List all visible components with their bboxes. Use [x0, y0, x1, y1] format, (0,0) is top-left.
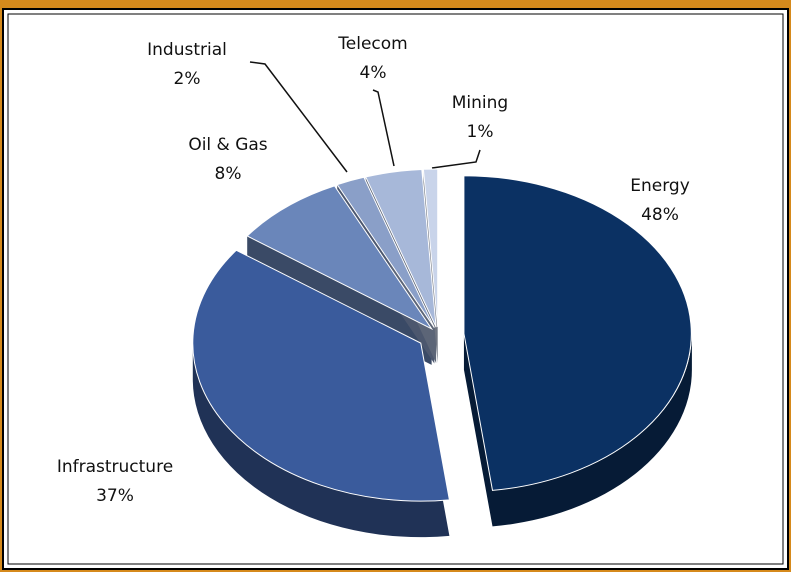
slice — [246, 185, 434, 331]
leader-line — [372, 89, 395, 167]
slice-label: Industrial — [147, 40, 227, 60]
chart-inner-border — [7, 13, 784, 565]
slice-value-label: 1% — [467, 122, 494, 142]
slice — [422, 168, 439, 328]
slice — [192, 249, 450, 502]
slice-value-label: 8% — [215, 164, 242, 184]
slice-value-label: 2% — [174, 69, 201, 89]
leader-line — [249, 61, 348, 173]
slice — [336, 176, 435, 328]
slice — [364, 168, 437, 328]
slice-side — [192, 250, 450, 538]
slice-value-label: 4% — [360, 63, 387, 83]
slice-label: Energy — [630, 176, 690, 196]
slice-value-label: 48% — [641, 205, 679, 225]
leader-line — [431, 149, 481, 169]
slice-side — [247, 185, 432, 365]
slice-label: Oil & Gas — [188, 135, 267, 155]
slice-value-label: 37% — [96, 486, 134, 506]
slice-label: Infrastructure — [57, 457, 173, 477]
slice — [463, 175, 692, 491]
slice-label: Telecom — [337, 34, 407, 54]
slice-side — [463, 175, 692, 527]
slice-label: Mining — [452, 93, 508, 113]
